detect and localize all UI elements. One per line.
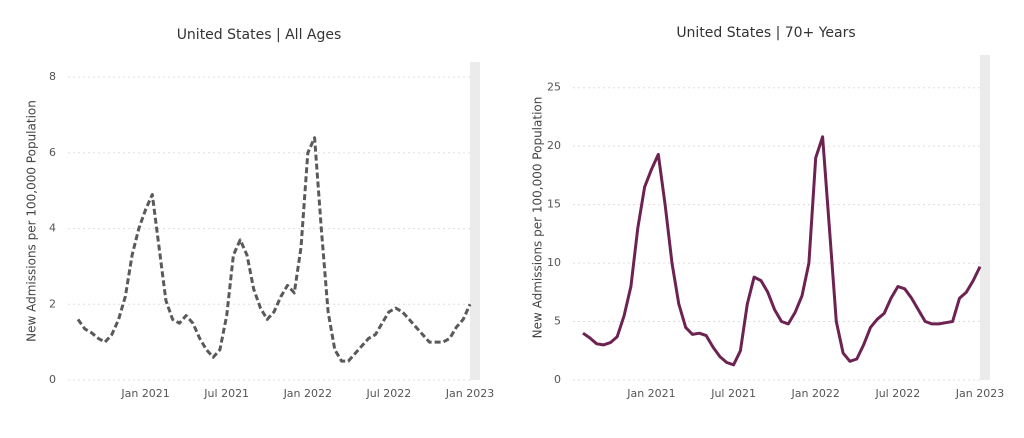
chart-title: United States | All Ages xyxy=(177,27,342,43)
x-tick-label: Jul 2021 xyxy=(203,387,249,400)
y-tick-label: 5 xyxy=(554,315,561,328)
y-tick-label: 6 xyxy=(49,146,56,159)
y-tick-label: 0 xyxy=(49,373,56,386)
x-tick-label: Jul 2021 xyxy=(710,387,756,400)
y-tick-label: 15 xyxy=(547,198,561,211)
y-axis-label: New Admissions per 100,000 Population xyxy=(531,97,545,339)
x-tick-label: Jan 2021 xyxy=(626,387,675,400)
y-tick-label: 4 xyxy=(49,222,56,235)
y-tick-label: 0 xyxy=(554,373,561,386)
incomplete-band xyxy=(470,62,480,380)
x-tick-label: Jan 2023 xyxy=(445,387,494,400)
x-tick-label: Jul 2022 xyxy=(366,387,412,400)
data-line xyxy=(582,135,982,367)
y-tick-label: 25 xyxy=(547,81,561,94)
y-tick-label: 2 xyxy=(49,297,56,310)
x-tick-label: Jul 2022 xyxy=(874,387,920,400)
y-tick-label: 10 xyxy=(547,256,561,269)
x-tick-label: Jan 2023 xyxy=(955,387,1004,400)
x-tick-label: Jan 2022 xyxy=(790,387,839,400)
data-line xyxy=(76,136,472,363)
x-tick-label: Jan 2022 xyxy=(283,387,332,400)
y-tick-label: 20 xyxy=(547,139,561,152)
x-tick-label: Jan 2021 xyxy=(120,387,169,400)
chart-title: United States | 70+ Years xyxy=(676,25,855,41)
incomplete-band xyxy=(980,55,990,380)
y-tick-label: 8 xyxy=(49,70,56,83)
y-axis-label: New Admissions per 100,000 Population xyxy=(25,100,39,342)
